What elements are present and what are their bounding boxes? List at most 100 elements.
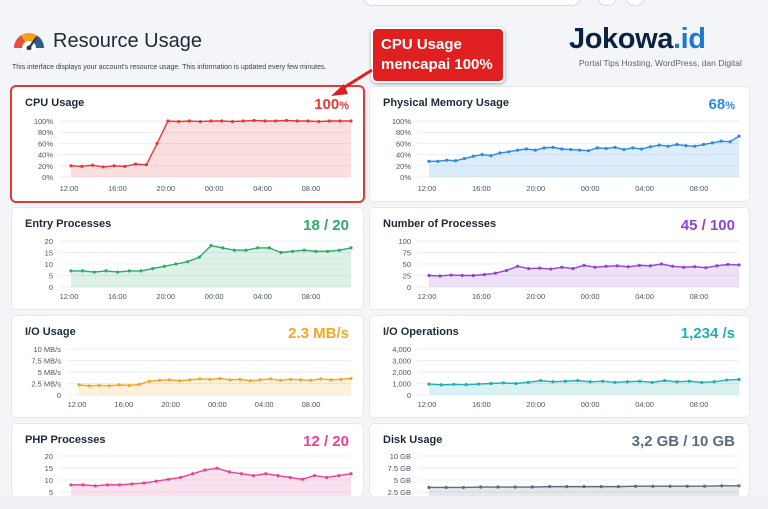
- data-point: [622, 147, 626, 152]
- data-point: [496, 485, 500, 489]
- data-point: [682, 265, 686, 269]
- card-title: CPU Usage: [25, 97, 85, 109]
- y-tick-label: 5 GB: [394, 476, 411, 485]
- data-point: [560, 147, 564, 151]
- data-point: [551, 380, 555, 384]
- data-point: [327, 119, 332, 123]
- x-tick-label: 20:00: [161, 400, 180, 409]
- data-point: [737, 377, 741, 382]
- data-point: [489, 381, 493, 386]
- card-value-number: 68: [708, 96, 726, 113]
- x-tick-label: 00:00: [581, 184, 600, 193]
- data-point: [230, 119, 235, 124]
- data-point: [166, 477, 170, 481]
- y-tick-label: 100%: [392, 117, 412, 126]
- data-point: [625, 380, 629, 384]
- y-tick-label: 60%: [396, 139, 411, 148]
- data-point: [252, 118, 256, 123]
- data-point: [215, 466, 219, 470]
- data-point: [112, 164, 116, 168]
- data-point: [515, 148, 520, 152]
- x-tick-label: 20:00: [526, 184, 545, 193]
- data-point: [244, 248, 248, 252]
- x-tick-label: 12:00: [418, 292, 437, 301]
- data-point: [139, 269, 143, 273]
- y-tick-label: 75: [403, 249, 411, 258]
- y-tick-label: 20: [45, 237, 53, 246]
- card-title: Physical Memory Usage: [383, 97, 509, 109]
- series-area: [71, 245, 351, 287]
- x-tick-label: 08:00: [302, 292, 321, 301]
- y-tick-label: 15: [45, 464, 53, 473]
- card-value-number: 100: [314, 96, 340, 113]
- card-value-number: 45 / 100: [680, 217, 735, 234]
- data-point: [288, 475, 292, 480]
- card-value: 45 / 100: [681, 217, 735, 234]
- number-of-processes-card: 100 75 50 25 0 12:00 16:00 20:00 00:00 04:00 08:00…: [370, 208, 749, 309]
- x-tick-label: 12:00: [418, 184, 437, 193]
- data-point: [586, 149, 591, 153]
- data-point: [306, 119, 310, 123]
- data-point: [264, 472, 268, 476]
- data-point: [489, 154, 493, 158]
- y-tick-label: 100%: [34, 117, 54, 126]
- data-point: [595, 146, 599, 150]
- data-point: [549, 267, 553, 271]
- y-tick-label: 0: [407, 283, 411, 292]
- top-search-field[interactable]: [363, 0, 581, 6]
- data-point: [302, 248, 306, 252]
- data-point: [452, 382, 456, 387]
- io-operations-card: 4,000 3,000 2,000 1,000 0 12:00 16:00 20:00 00:0…: [370, 316, 749, 417]
- data-point: [166, 119, 170, 123]
- data-point: [319, 377, 323, 381]
- data-point: [239, 472, 244, 476]
- x-tick-label: 16:00: [472, 292, 491, 301]
- x-tick-label: 16:00: [108, 184, 127, 193]
- y-tick-label: 5: [49, 272, 53, 281]
- y-tick-label: 40%: [38, 151, 53, 160]
- x-tick-label: 16:00: [114, 400, 133, 409]
- data-point: [427, 273, 431, 278]
- data-point: [203, 468, 207, 472]
- data-point: [326, 249, 330, 253]
- y-tick-label: 7.5 MB/s: [31, 357, 61, 366]
- data-point: [101, 165, 105, 169]
- y-tick-label: 2.5 GB: [388, 488, 411, 496]
- data-point: [687, 379, 691, 383]
- data-point: [601, 379, 605, 383]
- data-point: [663, 379, 667, 383]
- data-point: [700, 380, 704, 384]
- data-point: [117, 383, 121, 387]
- data-point: [81, 269, 85, 273]
- series-line: [71, 467, 352, 487]
- data-point: [155, 141, 159, 145]
- y-tick-label: 10 MB/s: [33, 345, 61, 354]
- card-title: I/O Operations: [383, 326, 459, 338]
- data-point: [142, 481, 146, 485]
- series-area: [429, 264, 739, 287]
- data-point: [209, 244, 213, 248]
- data-point: [547, 485, 552, 489]
- data-point: [613, 380, 617, 384]
- top-action-button[interactable]: [625, 0, 645, 6]
- data-point: [157, 378, 162, 382]
- data-point: [704, 266, 708, 270]
- data-point: [702, 484, 707, 488]
- card-value: 1,234 /s: [681, 325, 735, 342]
- data-point: [726, 262, 730, 267]
- card-value-unit: %: [339, 100, 349, 112]
- top-action-button[interactable]: [597, 0, 617, 6]
- data-point: [151, 267, 155, 271]
- data-point: [604, 264, 608, 268]
- x-tick-label: 08:00: [302, 184, 321, 193]
- data-point: [325, 475, 329, 480]
- data-point: [712, 380, 716, 384]
- io-operations-chart: 4,000 3,000 2,000 1,000 0 12:00 16:00 20:00 00:0…: [392, 345, 741, 409]
- data-point: [599, 485, 603, 489]
- card-title: Number of Processes: [383, 218, 497, 230]
- data-point: [613, 145, 617, 149]
- data-point: [639, 147, 644, 151]
- data-point: [208, 377, 212, 381]
- data-point: [123, 164, 127, 168]
- data-point: [582, 263, 586, 267]
